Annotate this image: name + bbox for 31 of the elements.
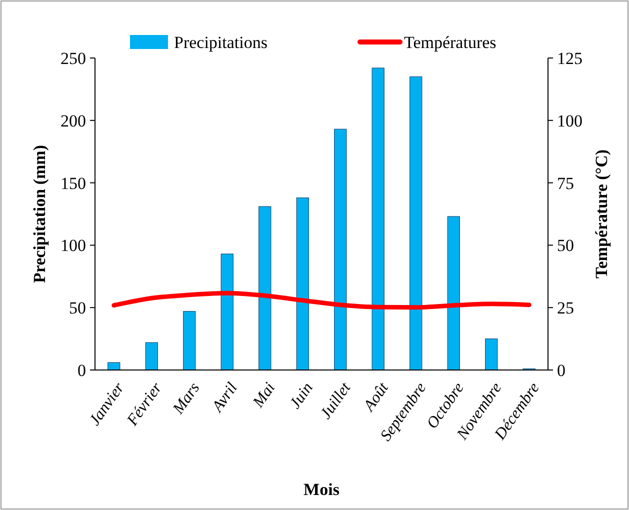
y2-tick-label: 75 bbox=[557, 174, 574, 193]
y-tick-label: 100 bbox=[60, 236, 86, 256]
x-tick-label: Mai bbox=[249, 380, 279, 412]
y-axis-title: Precipitation (mm) bbox=[30, 144, 49, 284]
y2-tick-label: 50 bbox=[557, 236, 574, 256]
bar bbox=[220, 254, 234, 370]
bar bbox=[410, 76, 422, 370]
bar bbox=[183, 311, 196, 370]
bar bbox=[258, 206, 272, 370]
y-tick-label: 0 bbox=[78, 360, 86, 380]
y2-tick-label: 25 bbox=[557, 298, 574, 318]
y-tick-label: 200 bbox=[60, 111, 86, 130]
x-axis-title: Mois bbox=[304, 480, 340, 499]
bar bbox=[296, 197, 309, 370]
bar bbox=[108, 362, 120, 370]
y2-tick-label: 0 bbox=[557, 360, 566, 380]
bar bbox=[485, 338, 498, 370]
x-tick-label: Juin bbox=[286, 380, 316, 412]
y-tick-label: 150 bbox=[60, 174, 86, 193]
bar bbox=[447, 216, 460, 370]
y2-axis-title: Température (°C) bbox=[592, 149, 611, 279]
bar bbox=[372, 68, 384, 370]
legend-label: Precipitations bbox=[174, 32, 268, 52]
y-tick-label: 250 bbox=[60, 48, 86, 68]
y2-tick-label: 125 bbox=[557, 48, 582, 68]
y2-tick-label: 100 bbox=[557, 111, 582, 130]
bar bbox=[334, 128, 347, 370]
line-series bbox=[112, 290, 532, 310]
y-tick-label: 50 bbox=[69, 298, 86, 318]
bar bbox=[145, 342, 158, 370]
legend-label: Températures bbox=[404, 32, 496, 52]
